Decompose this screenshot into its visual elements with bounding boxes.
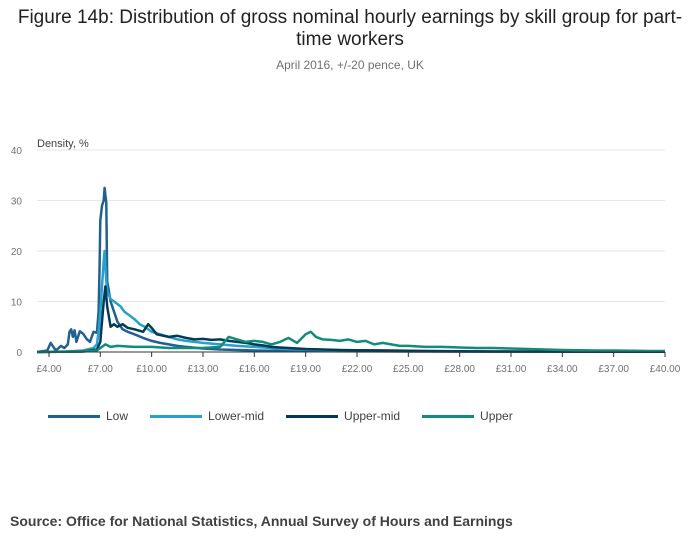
series-lines [36, 186, 665, 354]
legend-label: Lower-mid [208, 409, 265, 423]
legend-swatch [48, 414, 100, 418]
legend-swatch [150, 414, 203, 418]
x-tick-label: £28.00 [444, 364, 475, 375]
legend-label: Upper [480, 409, 513, 423]
legend-item-upper-mid[interactable]: Upper-mid [286, 409, 400, 423]
x-tick-label: £34.00 [547, 364, 578, 375]
chart-subtitle: April 2016, +/-20 pence, UK [276, 58, 424, 72]
x-tick-label: £7.00 [88, 364, 113, 375]
x-tick-label: £19.00 [290, 364, 321, 375]
x-tick-label: £25.00 [393, 364, 424, 375]
legend-item-low[interactable]: Low [48, 409, 128, 423]
x-tick-label: £37.00 [598, 364, 629, 375]
y-axis-label: Density, % [37, 138, 89, 150]
series-line-upper [36, 330, 665, 354]
chart-title: Figure 14b: Distribution of gross nomina… [17, 7, 683, 50]
x-tick-label: £16.00 [239, 364, 270, 375]
x-tick-label: £22.00 [342, 364, 373, 375]
legend-item-lower-mid[interactable]: Lower-mid [150, 409, 264, 423]
source-note: Source: Office for National Statistics, … [10, 513, 513, 529]
y-tick-label: 40 [11, 146, 23, 157]
x-tick-label: £4.00 [36, 364, 61, 375]
chart-legend: Low Lower-mid Upper-mid Upper [48, 409, 535, 423]
series-line-upper-mid [36, 285, 665, 354]
y-tick-label: 0 [16, 348, 22, 359]
legend-swatch [422, 414, 475, 418]
legend-label: Low [106, 409, 129, 423]
y-tick-label: 30 [11, 197, 23, 208]
y-tick-label: 20 [11, 247, 23, 258]
x-tick-label: £31.00 [496, 364, 527, 375]
grid-lines [37, 149, 665, 302]
legend-label: Upper-mid [344, 409, 401, 423]
legend-swatch [286, 414, 339, 418]
x-tick-label: £13.00 [188, 364, 219, 375]
axes: 0 10 20 30 40 £4.00 £7.00 £10.00 £13.00 £16.00 £19… [11, 146, 681, 375]
legend-item-upper[interactable]: Upper [422, 409, 513, 423]
x-tick-label: £40.00 [650, 364, 681, 375]
y-tick-label: 10 [11, 298, 23, 309]
x-tick-label: £10.00 [136, 364, 167, 375]
